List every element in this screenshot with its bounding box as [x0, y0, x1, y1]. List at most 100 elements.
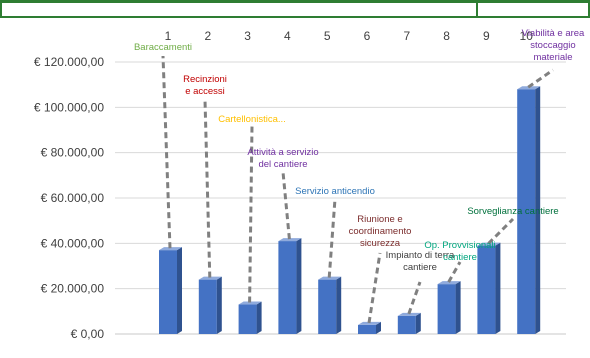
annotation-line: stoccaggio — [530, 40, 575, 51]
annotation-label: Recinzioni e accessi — [183, 74, 227, 97]
annotation-leader — [527, 68, 554, 89]
annotation-leader — [203, 99, 212, 278]
header-frame-top — [0, 0, 590, 3]
annotation-leader — [367, 252, 382, 324]
x-tick-label: 1 — [165, 29, 172, 43]
annotations: Baraccamenti Recinzioni e accessi Cartellon… — [134, 28, 585, 273]
annotation-leader — [487, 217, 515, 245]
bar-front — [159, 250, 177, 334]
annotation-label: Viabilità e area stoccaggio materiale — [522, 28, 585, 63]
annotation-label: Sorveglianza cantiere — [467, 206, 558, 217]
bar-top — [397, 312, 421, 316]
annotation-leader — [161, 55, 172, 249]
bar-side — [216, 276, 222, 334]
header-frame-left — [0, 0, 2, 18]
annotation-label: Cartellonistica... — [218, 114, 286, 125]
bar — [278, 238, 302, 334]
bar — [198, 276, 222, 334]
x-tick-label: 5 — [324, 29, 331, 43]
annotation-line: Baraccamenti — [134, 42, 192, 53]
annotation-line: sicurezza — [360, 238, 401, 249]
annotation-leader — [407, 281, 422, 315]
bar — [318, 276, 342, 334]
header-frame-right — [588, 0, 590, 18]
bar-side — [455, 281, 461, 334]
y-tick-label: € 20.000,00 — [41, 282, 105, 296]
bar — [477, 242, 501, 334]
x-tick-label: 3 — [244, 29, 251, 43]
annotation-label: Impianto di terra cantiere — [386, 250, 455, 273]
annotation-line: Op. Provvisionali — [424, 240, 495, 251]
annotation-line: e accessi — [185, 86, 225, 97]
bar-top — [278, 238, 302, 242]
bar-front — [238, 304, 257, 334]
annotation-line: Viabilità e area — [522, 28, 585, 39]
bar — [517, 86, 541, 334]
bar-front — [437, 284, 456, 334]
bar-top — [477, 242, 501, 246]
bar-side — [415, 312, 421, 334]
bar-front — [318, 279, 337, 334]
bars — [159, 86, 541, 334]
y-tick-label: € 120.000,00 — [34, 55, 104, 69]
bar-side — [177, 247, 182, 334]
bar-front — [198, 279, 217, 334]
bar-front — [517, 89, 536, 334]
annotation-line: Riunione e — [357, 214, 402, 225]
annotation-line: Cartellonistica... — [218, 114, 286, 125]
bar — [397, 312, 421, 334]
bar-side — [376, 321, 381, 334]
bar-side — [495, 242, 501, 334]
bar — [159, 247, 182, 334]
bar-top — [437, 281, 461, 285]
bar-front — [358, 324, 376, 334]
bar — [238, 301, 262, 334]
y-tick-label: € 0,00 — [71, 327, 105, 341]
bar-top — [318, 276, 342, 280]
annotation-line: Impianto di terra — [386, 250, 455, 261]
annotation-line: Servizio anticendio — [295, 186, 375, 197]
bar — [437, 281, 461, 334]
bar-front — [397, 315, 416, 334]
header-frame-bottom — [0, 16, 590, 18]
annotation-label: Riunione e coordinamento sicurezza — [349, 214, 412, 249]
annotation-line: del cantiere — [258, 159, 307, 170]
y-tick-label: € 80.000,00 — [41, 146, 105, 160]
x-tick-label: 9 — [483, 29, 490, 43]
annotation-line: Attività a servizio — [247, 147, 318, 158]
annotation-leaders — [161, 55, 554, 324]
annotation-line: cantiere — [403, 262, 437, 273]
x-axis: 1 2 3 4 5 6 7 8 9 10 — [165, 29, 534, 43]
x-tick-label: 2 — [204, 29, 211, 43]
bar-top — [238, 301, 262, 305]
x-tick-label: 4 — [284, 29, 291, 43]
x-tick-label: 7 — [403, 29, 410, 43]
bar-side — [336, 276, 342, 334]
annotation-line: coordinamento — [349, 226, 412, 237]
y-axis: € 0,00 € 20.000,00 € 40.000,00 € 60.000,00 €… — [34, 55, 104, 341]
y-tick-label: € 100.000,00 — [34, 100, 104, 114]
annotation-leader — [447, 261, 462, 283]
bar-top — [198, 276, 222, 280]
annotation-line: cantiere — [443, 252, 477, 263]
bar — [358, 321, 381, 334]
y-tick-label: € 60.000,00 — [41, 191, 105, 205]
bar-side — [535, 86, 541, 334]
x-tick-label: 6 — [364, 29, 371, 43]
annotation-label: Attività a servizio del cantiere — [247, 147, 318, 170]
bar-top — [159, 247, 182, 251]
x-tick-label: 8 — [443, 29, 450, 43]
y-tick-label: € 40.000,00 — [41, 236, 105, 250]
header-frame-divider — [476, 0, 478, 18]
bar-top — [358, 321, 381, 325]
bar-side — [296, 238, 302, 334]
bar-side — [256, 301, 262, 334]
annotation-leader — [327, 198, 337, 278]
bar-front — [477, 245, 496, 334]
bar-front — [278, 241, 297, 334]
annotation-label: Servizio anticendio — [295, 186, 375, 197]
annotation-line: Sorveglianza cantiere — [467, 206, 558, 217]
x-tick-label: 10 — [520, 29, 534, 43]
annotation-leader — [281, 171, 291, 240]
